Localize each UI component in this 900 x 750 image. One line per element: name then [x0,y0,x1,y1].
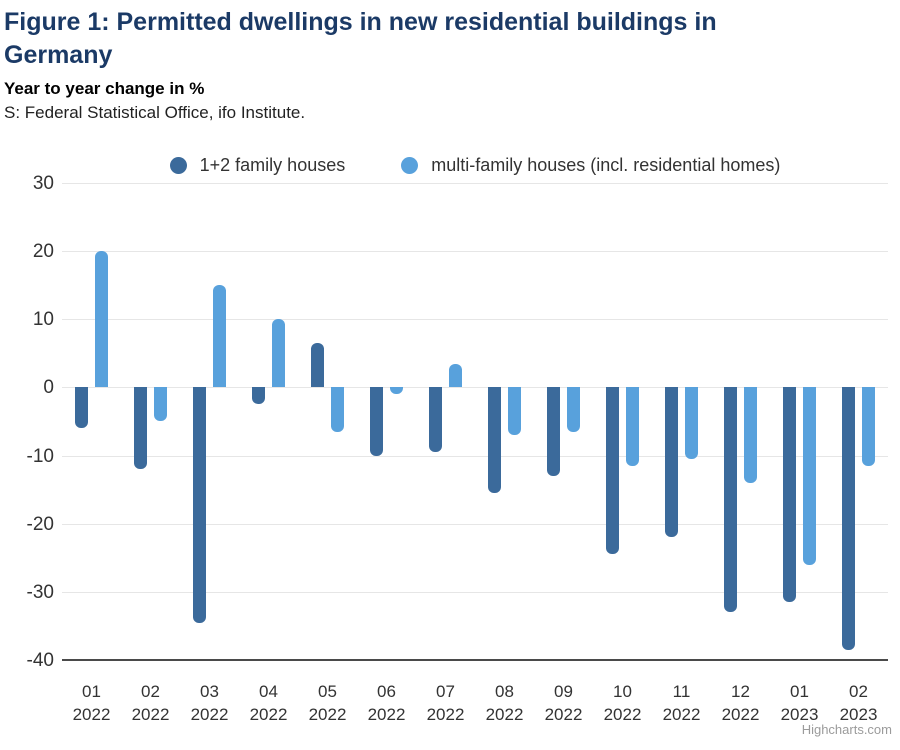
bar-series2-09-2022[interactable] [567,387,580,432]
legend-label: multi-family houses (incl. residential h… [431,154,781,175]
legend-marker-circle-icon [401,156,419,174]
y-axis-label--40: -40 [26,650,54,671]
bar-series2-02-2022[interactable] [154,387,167,422]
bar-series1-08-2022[interactable] [488,387,501,494]
figure-subtitle: Year to year change in % [4,79,205,98]
x-axis-label-01-2022: 01 2022 [72,682,111,724]
y-axis-label--30: -30 [26,581,54,603]
y-axis-label-30: 30 [32,173,54,194]
x-axis-label-10-2022: 10 2022 [603,682,642,724]
gridline-30 [62,183,888,184]
gridline-0 [62,387,888,389]
bar-series1-02-2023[interactable] [842,387,855,650]
bar-series2-05-2022[interactable] [331,387,344,432]
bar-series2-03-2022[interactable] [213,285,226,388]
gridline--30 [62,591,888,593]
legend-label: 1+2 family houses [199,154,346,175]
legend-item-multi-family-houses[interactable]: multi-family houses (incl. residential h… [401,155,780,176]
bar-series1-06-2022[interactable] [370,387,383,456]
bar-series1-07-2022[interactable] [429,387,442,453]
y-axis-label--10: -10 [26,445,54,467]
x-axis-label-11-2022: 11 2022 [662,682,701,724]
highcharts-credit-link[interactable]: Highcharts.com [801,722,892,737]
bar-series1-02-2022[interactable] [134,387,147,470]
x-axis-label-05-2022: 05 2022 [308,682,347,724]
y-axis-label-0: 0 [43,377,54,399]
y-axis-label-10: 10 [32,309,54,331]
x-axis-label-08-2022: 08 2022 [485,682,524,724]
bar-series2-08-2022[interactable] [508,387,521,436]
bar-series1-11-2022[interactable] [665,387,678,538]
x-axis-label-01-2023: 01 2023 [780,682,819,724]
y-axis-label-20: 20 [32,241,54,263]
bar-series2-10-2022[interactable] [626,387,639,466]
gridline-20 [62,251,888,253]
bar-series2-01-2022[interactable] [95,251,108,388]
bar-series2-04-2022[interactable] [272,319,285,388]
bar-series2-12-2022[interactable] [744,387,757,483]
bar-series2-11-2022[interactable] [685,387,698,459]
bar-series1-01-2023[interactable] [783,387,796,603]
x-axis-label-03-2022: 03 2022 [190,682,229,724]
figure-title: Figure 1: Permitted dwellings in new res… [4,8,717,69]
bar-series2-02-2023[interactable] [862,387,875,466]
bar-series2-07-2022[interactable] [449,363,462,388]
source-note: S: Federal Statistical Office, ifo Insti… [4,103,306,122]
bar-series1-04-2022[interactable] [252,387,265,405]
bar-series1-09-2022[interactable] [547,387,560,476]
bar-series1-05-2022[interactable] [311,343,324,388]
bar-series1-10-2022[interactable] [606,387,619,555]
bar-series1-03-2022[interactable] [193,387,206,623]
x-axis-line [62,659,888,661]
x-axis-label-02-2023: 02 2023 [839,682,878,724]
x-axis-label-06-2022: 06 2022 [367,682,406,724]
x-axis-label-09-2022: 09 2022 [544,682,583,724]
x-axis-label-12-2022: 12 2022 [721,682,760,724]
bar-series2-06-2022[interactable] [390,387,403,395]
legend-marker-circle-icon [169,156,187,174]
bar-series1-01-2022[interactable] [75,387,88,429]
x-axis-label-07-2022: 07 2022 [426,682,465,724]
bar-series1-12-2022[interactable] [724,387,737,613]
x-axis-label-04-2022: 04 2022 [249,682,288,724]
gridline--20 [62,523,888,525]
legend: 1+2 family houses multi-family houses (i… [60,150,890,180]
x-axis-label-02-2022: 02 2022 [131,682,170,724]
gridline--10 [62,455,888,457]
y-axis-label--20: -20 [26,513,54,535]
legend-item-family-houses[interactable]: 1+2 family houses [169,154,346,176]
bar-series2-01-2023[interactable] [803,387,816,565]
gridline-10 [62,319,888,321]
